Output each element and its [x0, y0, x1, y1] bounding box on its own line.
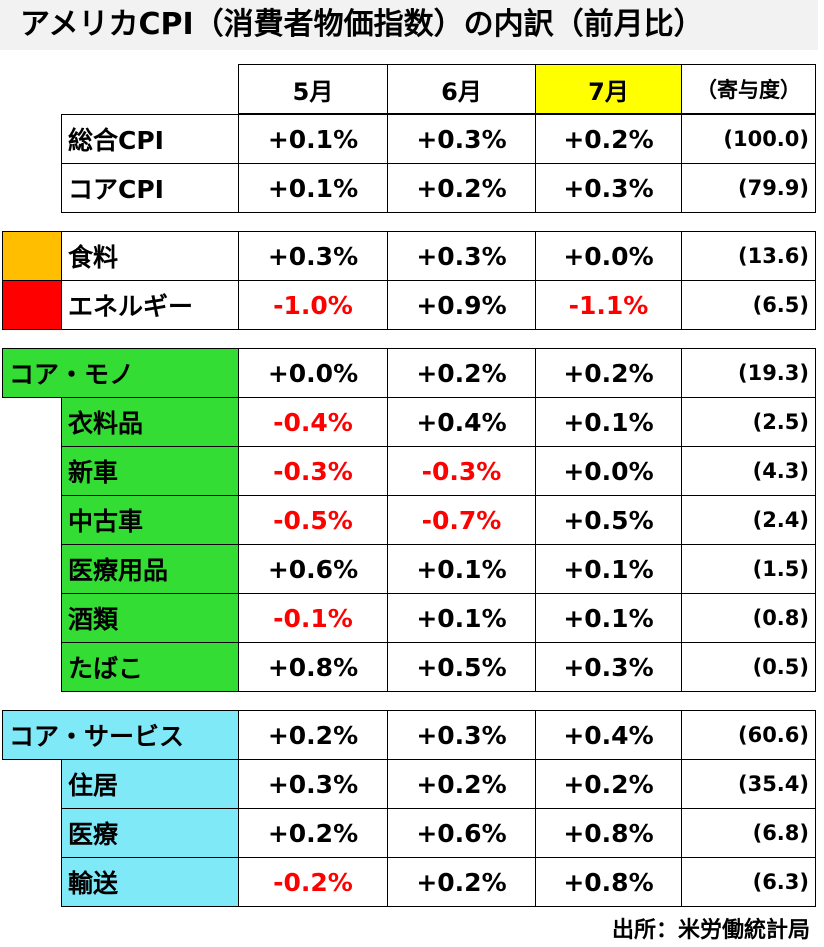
- value-may: +0.3%: [238, 759, 388, 809]
- value-jun: +0.1%: [387, 544, 536, 594]
- weight-value: (35.4): [681, 759, 816, 809]
- value-jun: +0.3%: [387, 710, 536, 760]
- value-jul: +0.1%: [535, 544, 682, 594]
- weight-value: (0.5): [681, 642, 816, 692]
- weight-value: (6.8): [681, 808, 816, 858]
- weight-value: (60.6): [681, 710, 816, 760]
- row-label: たばこ: [61, 642, 239, 692]
- row-label: 中古車: [61, 495, 239, 545]
- weight-value: (0.8): [681, 593, 816, 643]
- value-jun: +0.3%: [387, 231, 536, 281]
- header-jul: 7月: [535, 64, 682, 114]
- value-jul: +0.2%: [535, 348, 682, 398]
- row-label: 新車: [61, 446, 239, 496]
- value-jul: +0.5%: [535, 495, 682, 545]
- weight-value: (19.3): [681, 348, 816, 398]
- weight-value: (2.4): [681, 495, 816, 545]
- weight-value: (100.0): [681, 114, 816, 164]
- row-label: 総合CPI: [61, 114, 239, 164]
- category-swatch: [2, 231, 62, 281]
- row-label: 医療用品: [61, 544, 239, 594]
- row-label: 医療: [61, 808, 239, 858]
- value-may: -0.2%: [238, 857, 388, 907]
- weight-value: (6.3): [681, 857, 816, 907]
- value-jun: +0.4%: [387, 397, 536, 447]
- page-title: アメリカCPI（消費者物価指数）の内訳（前月比）: [0, 0, 818, 50]
- row-label: コアCPI: [61, 163, 239, 213]
- weight-value: (1.5): [681, 544, 816, 594]
- weight-value: (13.6): [681, 231, 816, 281]
- value-jul: +0.1%: [535, 397, 682, 447]
- source-note: 出所：米労働統計局: [611, 918, 810, 943]
- value-jun: +0.2%: [387, 759, 536, 809]
- value-jul: +0.8%: [535, 857, 682, 907]
- value-may: -0.5%: [238, 495, 388, 545]
- row-label: 住居: [61, 759, 239, 809]
- value-may: +0.2%: [238, 808, 388, 858]
- value-jul: -1.1%: [535, 280, 682, 330]
- value-jul: +0.8%: [535, 808, 682, 858]
- value-may: -0.1%: [238, 593, 388, 643]
- row-label: 輸送: [61, 857, 239, 907]
- value-jul: +0.2%: [535, 114, 682, 164]
- row-label: 食料: [61, 231, 239, 281]
- row-label: コア・サービス: [2, 710, 239, 760]
- value-jun: +0.9%: [387, 280, 536, 330]
- row-label: エネルギー: [61, 280, 239, 330]
- value-jun: +0.2%: [387, 348, 536, 398]
- value-jul: +0.1%: [535, 593, 682, 643]
- value-jun: +0.2%: [387, 163, 536, 213]
- value-jun: +0.5%: [387, 642, 536, 692]
- value-jul: +0.0%: [535, 446, 682, 496]
- weight-value: (4.3): [681, 446, 816, 496]
- row-label: コア・モノ: [2, 348, 239, 398]
- weight-value: (79.9): [681, 163, 816, 213]
- value-may: +0.6%: [238, 544, 388, 594]
- row-label: 酒類: [61, 593, 239, 643]
- weight-value: (6.5): [681, 280, 816, 330]
- value-may: -0.4%: [238, 397, 388, 447]
- header-may: 5月: [238, 64, 388, 114]
- row-label: 衣料品: [61, 397, 239, 447]
- value-jul: +0.3%: [535, 163, 682, 213]
- value-jun: +0.6%: [387, 808, 536, 858]
- value-jun: +0.3%: [387, 114, 536, 164]
- value-jul: +0.4%: [535, 710, 682, 760]
- value-jun: +0.1%: [387, 593, 536, 643]
- value-may: +0.8%: [238, 642, 388, 692]
- value-jul: +0.3%: [535, 642, 682, 692]
- header-jun: 6月: [387, 64, 536, 114]
- value-jun: -0.7%: [387, 495, 536, 545]
- value-may: +0.0%: [238, 348, 388, 398]
- value-may: +0.2%: [238, 710, 388, 760]
- value-jul: +0.0%: [535, 231, 682, 281]
- category-swatch: [2, 280, 62, 330]
- value-may: -1.0%: [238, 280, 388, 330]
- value-jun: +0.2%: [387, 857, 536, 907]
- value-may: +0.3%: [238, 231, 388, 281]
- value-may: +0.1%: [238, 163, 388, 213]
- value-may: -0.3%: [238, 446, 388, 496]
- header-weight: （寄与度）: [681, 64, 816, 114]
- weight-value: (2.5): [681, 397, 816, 447]
- value-jun: -0.3%: [387, 446, 536, 496]
- value-may: +0.1%: [238, 114, 388, 164]
- value-jul: +0.2%: [535, 759, 682, 809]
